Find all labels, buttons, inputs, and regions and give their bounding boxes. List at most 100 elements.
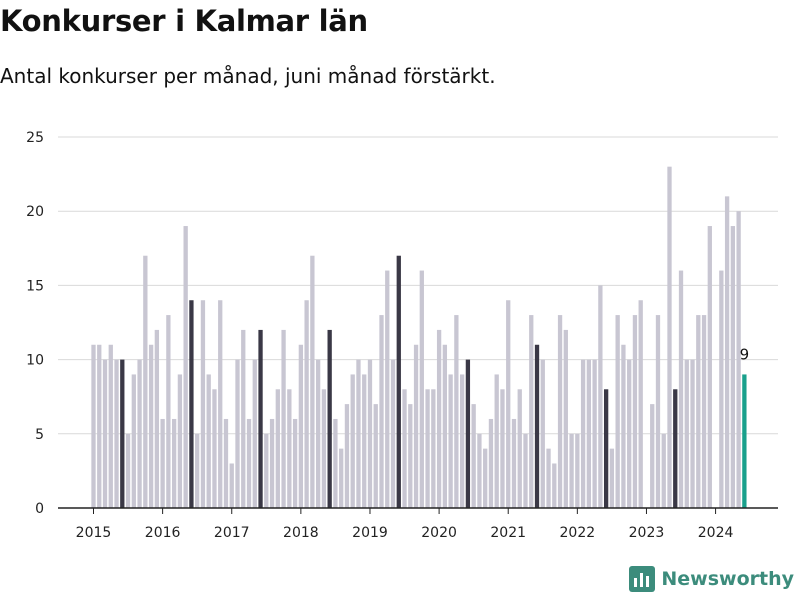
x-tick-label: 2016 (145, 525, 181, 541)
bar (448, 374, 453, 508)
bar (304, 300, 309, 508)
bar (287, 389, 292, 508)
bar-june (189, 300, 194, 508)
x-tick-label: 2022 (560, 525, 596, 541)
bar (154, 329, 160, 508)
bar (131, 374, 136, 508)
bar (413, 344, 419, 508)
newsworthy-logo[interactable]: Newsworthy (629, 566, 794, 592)
bar (436, 329, 442, 508)
bar (339, 448, 344, 508)
bar (373, 404, 378, 508)
bar (431, 389, 436, 508)
bar (367, 359, 373, 508)
bar (667, 166, 672, 508)
bar (425, 389, 430, 508)
bar (264, 433, 269, 508)
bar (246, 418, 252, 508)
bar (310, 255, 315, 508)
bar (241, 329, 246, 508)
bar (471, 404, 476, 508)
bar (390, 359, 396, 508)
bar (592, 359, 597, 508)
bar (598, 285, 603, 508)
bar (229, 463, 234, 508)
bar (736, 211, 741, 508)
bar (511, 418, 517, 508)
bar (402, 389, 407, 508)
bar (632, 315, 638, 508)
bar (627, 359, 632, 508)
bar (477, 433, 482, 508)
chart-title: Konkurser i Kalmar län (0, 4, 368, 38)
bar (488, 418, 494, 508)
bar (529, 315, 534, 508)
bar (557, 315, 563, 508)
bar (235, 359, 240, 508)
bar (137, 359, 142, 508)
bar-june (465, 359, 471, 508)
bar (724, 196, 730, 509)
x-axis: 2015 2016 2017 2018 2019 2020 2021 2022 2023 2024 (58, 507, 778, 541)
bar (97, 344, 102, 508)
x-tick-label: 2015 (76, 525, 112, 541)
newsworthy-logo-text: Newsworthy (661, 568, 794, 590)
y-tick-label: 10 (26, 353, 44, 369)
bar (483, 448, 488, 508)
bar (177, 374, 183, 508)
bar (621, 344, 626, 508)
bar (523, 433, 528, 508)
bar (701, 315, 707, 508)
bar (442, 344, 448, 508)
bar (569, 433, 574, 508)
bar (114, 359, 119, 508)
bar-june (534, 344, 540, 508)
bar (696, 315, 701, 508)
bar (212, 389, 217, 508)
bar (344, 404, 350, 508)
bar (125, 433, 131, 508)
bar (206, 374, 211, 508)
bar (200, 300, 206, 508)
bar-june (258, 329, 263, 508)
bar (650, 404, 655, 508)
bar-june (603, 389, 609, 508)
bar (91, 344, 96, 508)
bar (362, 374, 367, 508)
bar-latest (742, 374, 747, 508)
bar (298, 344, 304, 508)
bar (275, 389, 280, 508)
bar (195, 433, 200, 508)
bar (500, 389, 505, 508)
bar (615, 315, 620, 508)
bar (719, 270, 724, 508)
y-tick-label: 20 (26, 204, 44, 220)
bar (160, 418, 165, 508)
bar (506, 300, 511, 508)
y-tick-label: 0 (35, 501, 44, 517)
bar (408, 404, 413, 508)
bar (419, 270, 424, 508)
bar (356, 359, 361, 508)
bar (292, 418, 298, 508)
y-tick-label: 15 (26, 278, 44, 294)
x-tick-label: 2024 (698, 525, 734, 541)
bar (690, 359, 695, 508)
x-tick-label: 2020 (421, 525, 457, 541)
bar (321, 389, 327, 508)
bar (580, 359, 586, 508)
bar (575, 433, 580, 508)
bar (223, 418, 229, 508)
bar (678, 270, 684, 508)
bar (102, 359, 108, 508)
bar (218, 300, 223, 508)
bar (730, 226, 736, 509)
bar (269, 418, 275, 508)
bar (333, 418, 338, 508)
bar (609, 448, 615, 508)
bar (707, 226, 712, 509)
bar (183, 226, 188, 509)
x-tick-label: 2018 (283, 525, 319, 541)
x-tick-label: 2021 (490, 525, 526, 541)
